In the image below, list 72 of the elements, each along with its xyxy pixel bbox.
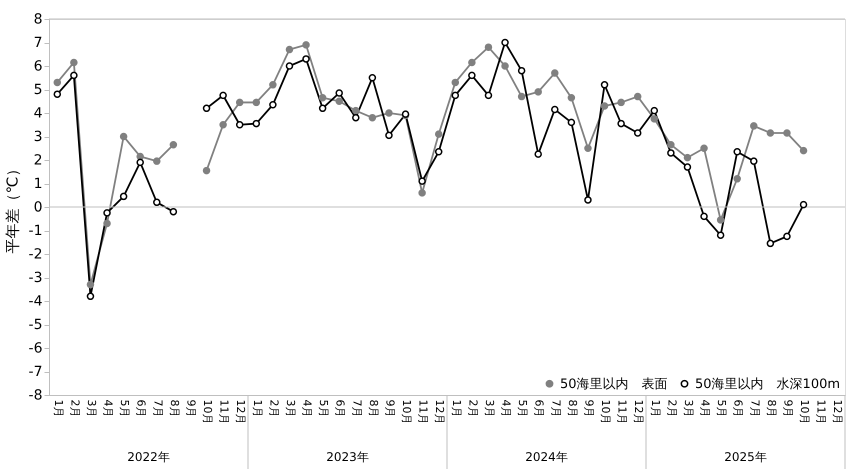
x-tick-label: 2月 bbox=[466, 400, 480, 418]
y-tick-label: 4 bbox=[34, 106, 43, 122]
x-tick-label: 5月 bbox=[516, 400, 530, 418]
x-tick-label: 8月 bbox=[366, 400, 380, 418]
x-tick-label: 6月 bbox=[134, 400, 148, 418]
x-tick-label: 1月 bbox=[450, 400, 463, 418]
x-tick-label: 12月 bbox=[632, 400, 646, 424]
x-tick-label: 1月 bbox=[648, 400, 662, 418]
x-tick-label: 11月 bbox=[416, 400, 430, 424]
x-tick-label: 3月 bbox=[482, 400, 496, 418]
x-tick-label: 12月 bbox=[831, 400, 844, 424]
x-tick-label: 6月 bbox=[732, 400, 745, 418]
x-tick-label: 10月 bbox=[201, 400, 214, 424]
x-tick-label: 10月 bbox=[798, 400, 812, 424]
x-tick-label: 7月 bbox=[549, 400, 562, 418]
y-tick-label: -6 bbox=[28, 340, 43, 356]
x-tick-label: 2月 bbox=[665, 400, 678, 418]
y-tick-label: -7 bbox=[28, 364, 42, 380]
x-tick-label: 10月 bbox=[599, 400, 612, 424]
x-tick-label: 7月 bbox=[350, 400, 364, 418]
legend-label: 50海里以内 表面 bbox=[560, 376, 668, 392]
x-tick-label: 4月 bbox=[698, 400, 712, 418]
text: 2024年 bbox=[525, 450, 568, 464]
x-tick-label: 8月 bbox=[168, 400, 181, 418]
text: 2025年 bbox=[724, 450, 767, 464]
x-tick-label: 8月 bbox=[764, 400, 778, 418]
x-tick-label: 3月 bbox=[284, 400, 297, 418]
x-tick-label: 2月 bbox=[68, 400, 82, 418]
x-tick-label: 1月 bbox=[52, 400, 65, 418]
x-tick-label: 11月 bbox=[616, 400, 629, 424]
x-tick-label: 5月 bbox=[118, 400, 132, 418]
x-tick-label: 2月 bbox=[267, 400, 280, 418]
y-tick-label: 2 bbox=[34, 152, 42, 168]
x-tick-label: 11月 bbox=[218, 400, 231, 424]
x-tick-label: 12月 bbox=[234, 400, 248, 424]
y-tick-label: 8 bbox=[34, 12, 42, 28]
x-tick-label: 8月 bbox=[566, 400, 579, 418]
x-tick-label: 10月 bbox=[400, 400, 414, 424]
x-tick-label: 6月 bbox=[532, 400, 546, 418]
x-tick-label: 7月 bbox=[748, 400, 762, 418]
x-tick-label: 11月 bbox=[814, 400, 828, 424]
y-tick-label: 6 bbox=[34, 58, 43, 74]
y-tick-label: 5 bbox=[34, 82, 42, 98]
y-tick-label: 3 bbox=[34, 129, 42, 145]
x-tick-label: 4月 bbox=[300, 400, 314, 418]
text: 2022年 bbox=[127, 450, 170, 464]
x-tick-label: 4月 bbox=[500, 400, 513, 418]
y-tick-label: -4 bbox=[28, 294, 43, 310]
x-tick-label: 12月 bbox=[433, 400, 446, 424]
x-tick-label: 5月 bbox=[715, 400, 728, 418]
y-tick-label: 1 bbox=[34, 176, 42, 192]
x-tick-label: 1月 bbox=[250, 400, 264, 418]
x-tick-label: 3月 bbox=[84, 400, 98, 418]
y-tick-label: -5 bbox=[28, 317, 42, 333]
x-tick-label: 3月 bbox=[682, 400, 695, 418]
y-tick-label: 7 bbox=[34, 35, 42, 51]
x-tick-label: 9月 bbox=[184, 400, 198, 418]
x-tick-label: 7月 bbox=[151, 400, 164, 418]
y-tick-label: -1 bbox=[28, 223, 42, 239]
y-tick-label: -3 bbox=[28, 270, 42, 286]
x-tick-label: 9月 bbox=[383, 400, 396, 418]
x-tick-label: 5月 bbox=[317, 400, 330, 418]
y-tick-label: 0 bbox=[34, 200, 42, 216]
y-axis-title: 平年差（℃） bbox=[4, 162, 22, 254]
y-tick-label: -8 bbox=[28, 388, 42, 404]
legend-label: 50海里以内 水深100m bbox=[695, 376, 840, 392]
x-tick-label: 9月 bbox=[582, 400, 596, 418]
x-tick-label: 4月 bbox=[102, 400, 115, 418]
text: 2023年 bbox=[326, 450, 369, 464]
x-tick-label: 9月 bbox=[781, 400, 794, 418]
x-tick-label: 6月 bbox=[334, 400, 347, 418]
y-tick-label: -2 bbox=[28, 246, 42, 262]
